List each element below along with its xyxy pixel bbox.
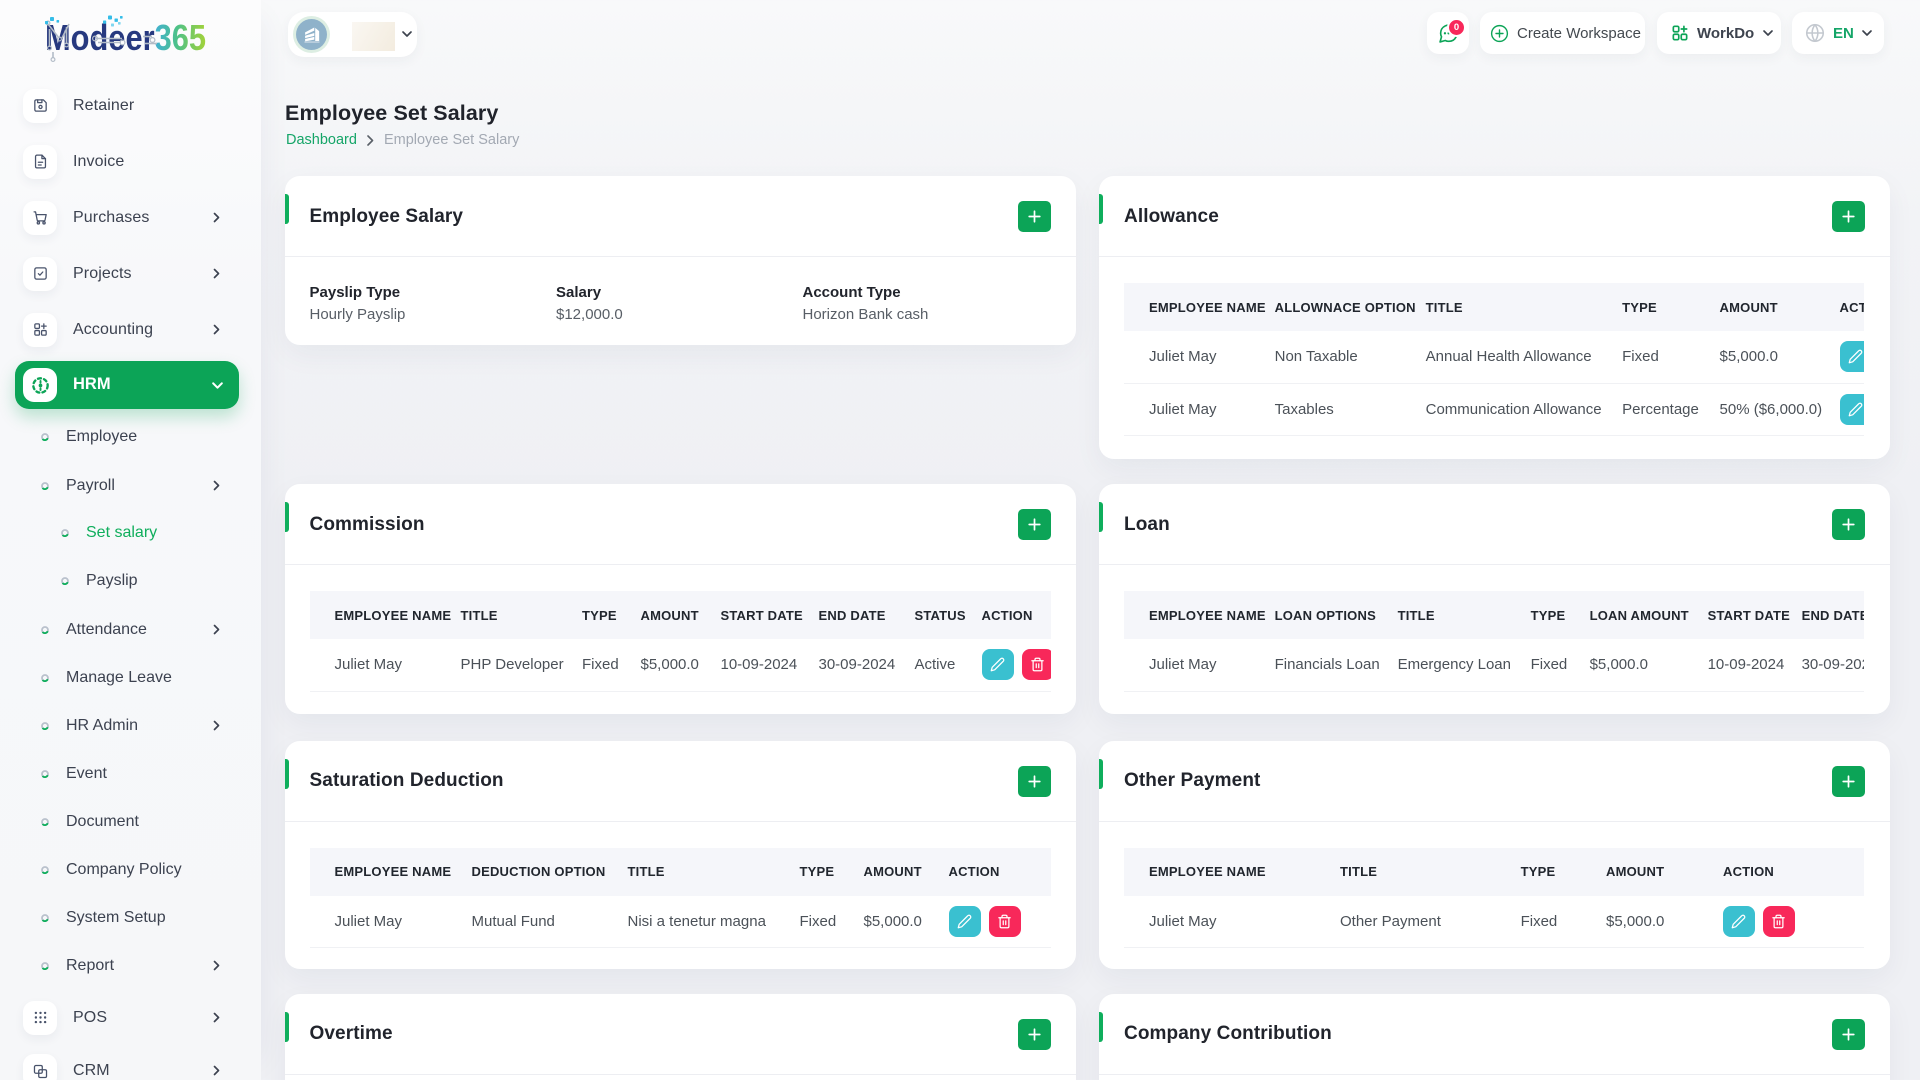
svg-text:Modeer365: Modeer365 bbox=[45, 17, 206, 58]
